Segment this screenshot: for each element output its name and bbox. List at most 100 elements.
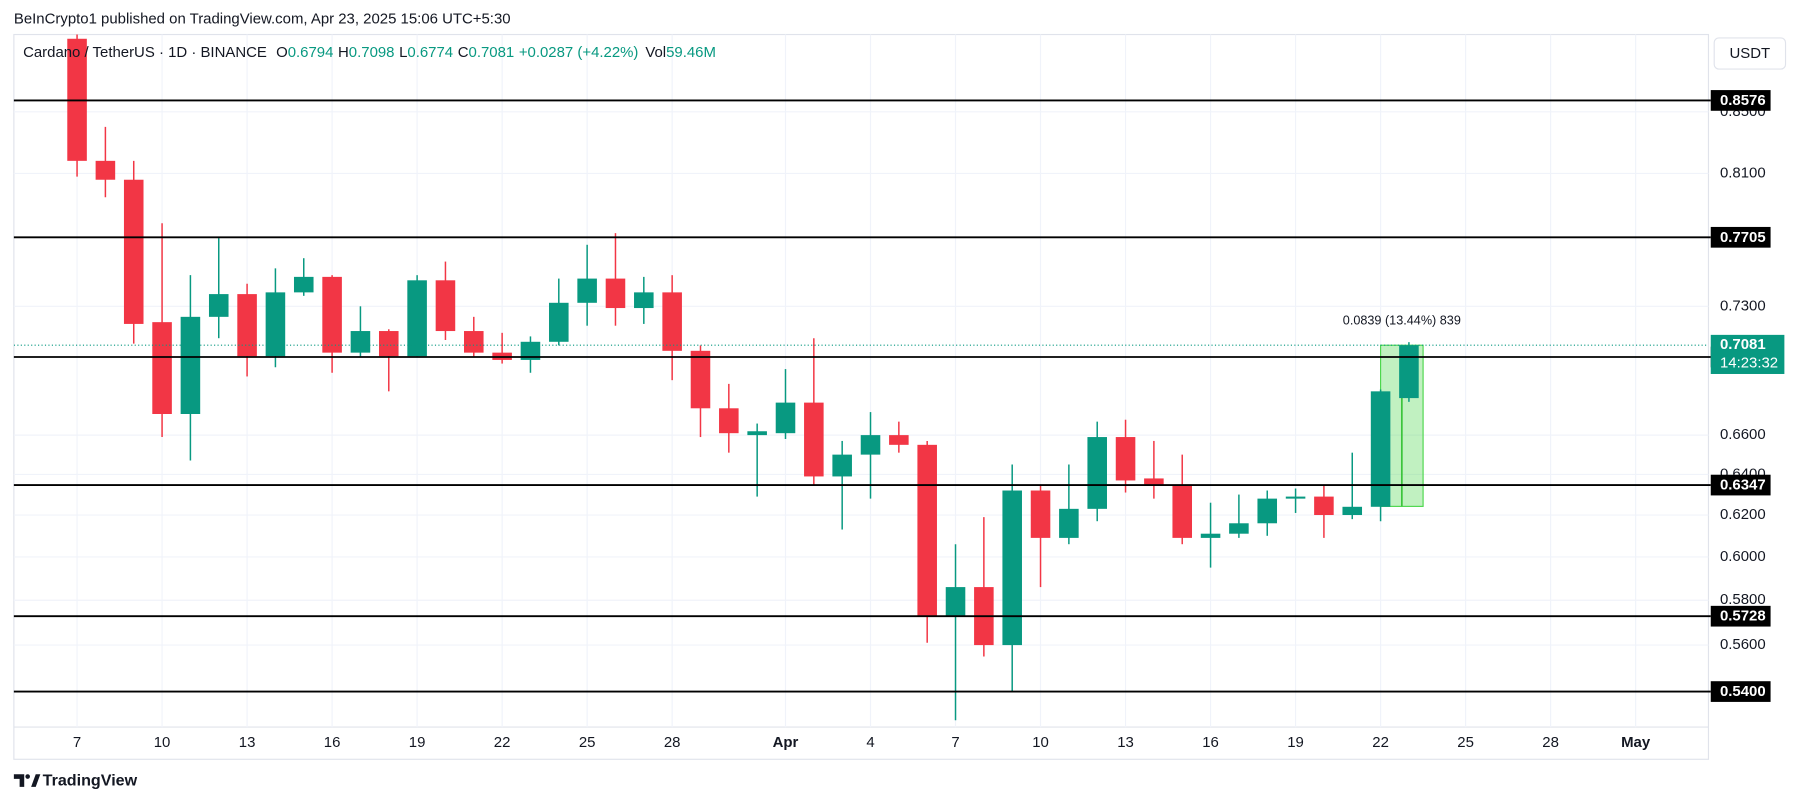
candle-body — [634, 292, 654, 309]
x-tick-label: Apr — [773, 734, 799, 751]
candle-body — [577, 278, 597, 303]
y-tick-label: 0.6600 — [1720, 426, 1766, 443]
x-tick-label: 25 — [1457, 734, 1474, 751]
candle-body — [1172, 484, 1193, 538]
level-label-box — [1710, 226, 1771, 248]
candle-body — [549, 302, 569, 342]
candle-body — [407, 280, 427, 357]
x-tick-label: 10 — [154, 734, 171, 751]
candle-body — [804, 402, 824, 477]
candle-body — [1229, 523, 1249, 534]
candle-body — [378, 331, 399, 357]
candle-body — [832, 454, 852, 477]
x-tick-label: 28 — [664, 734, 681, 751]
x-tick-label: 19 — [409, 734, 426, 751]
currency-button[interactable] — [1713, 37, 1787, 70]
countdown: 14:23:32 — [1720, 355, 1778, 372]
legend-item: C — [458, 44, 469, 61]
legend-item: +0.0287 (+4.22%) — [519, 44, 639, 61]
x-tick-label: 7 — [951, 734, 959, 751]
level-label: 0.7705 — [1720, 229, 1766, 246]
candle-body — [860, 435, 881, 455]
level-label: 0.6347 — [1720, 477, 1766, 494]
currency[interactable]: USDT — [1730, 45, 1771, 62]
candle-body — [1144, 478, 1164, 485]
pane-frame — [13, 33, 1710, 760]
candle-body — [1285, 496, 1306, 499]
level-label: 0.5728 — [1720, 608, 1766, 625]
x-tick-label: 22 — [494, 734, 511, 751]
x-tick-label: 28 — [1542, 734, 1559, 751]
legend-item: Vol — [645, 44, 666, 61]
level-label-box — [1710, 474, 1771, 496]
y-tick-label: 0.6200 — [1720, 506, 1766, 523]
candle-body — [1314, 496, 1334, 516]
legend-item: L — [399, 44, 407, 61]
level-label-box — [1710, 605, 1771, 627]
x-tick-label: 13 — [1117, 734, 1134, 751]
level-label-box — [1710, 681, 1771, 702]
candle-body — [719, 408, 739, 434]
y-tick-label: 0.6000 — [1720, 548, 1766, 565]
header: BeInCrypto1 published on TradingView.com… — [14, 11, 511, 28]
candle-body — [1115, 437, 1136, 481]
x-tick-label: 7 — [73, 734, 81, 751]
legend-item: 0.7081 — [469, 44, 515, 61]
candle-body — [1059, 508, 1079, 538]
candle-body — [350, 331, 371, 353]
candle-body — [945, 587, 966, 616]
y-tick-label: 0.5600 — [1720, 636, 1766, 653]
candle-body — [293, 276, 314, 293]
tradingview-logo — [13, 774, 41, 787]
candle-body — [322, 276, 342, 353]
legend-item: Cardano / TetherUS · 1D · BINANCE — [23, 44, 267, 61]
candle-body — [1030, 490, 1051, 538]
candle-body — [1342, 506, 1363, 516]
x-tick-label: 10 — [1032, 734, 1049, 751]
grid — [13, 34, 1709, 728]
x-tick-label: May — [1621, 734, 1651, 751]
legend-item: 0.6774 — [407, 44, 453, 61]
x-tick-label: 16 — [1202, 734, 1219, 751]
legend-item: 59.46M — [666, 44, 716, 61]
candle-body — [1087, 437, 1107, 509]
plot-area — [13, 34, 1709, 721]
legend-item: 0.7098 — [349, 44, 395, 61]
last-price-label: 0.7081 — [1720, 336, 1766, 353]
candle-body — [237, 294, 257, 357]
candle-body — [123, 179, 144, 324]
x-tick-label: 25 — [579, 734, 596, 751]
candle-body — [180, 316, 201, 414]
level-label: 0.5400 — [1720, 683, 1766, 700]
y-tick-label: 0.5800 — [1720, 591, 1766, 608]
candle-body — [889, 435, 909, 445]
level-label-box — [1710, 90, 1771, 111]
y-tick-label: 0.7300 — [1720, 297, 1766, 314]
candle-body — [464, 331, 484, 353]
candle-body — [690, 350, 711, 409]
candle-body — [95, 160, 116, 180]
candle-body — [775, 402, 796, 434]
candle-body — [1002, 490, 1022, 646]
candle-body — [917, 444, 937, 616]
candle-body — [662, 292, 682, 351]
candle-body — [265, 292, 286, 357]
candle-body — [747, 431, 767, 436]
measure-label: 0.0839 (13.44%) 839 — [1343, 313, 1461, 327]
candle-body — [1257, 498, 1278, 524]
candle-body — [152, 322, 172, 414]
candle-body — [208, 294, 229, 317]
candle-body — [605, 278, 626, 309]
legend-item: O — [276, 44, 288, 61]
x-tick-label: 4 — [866, 734, 874, 751]
candle-body — [1370, 391, 1391, 507]
candle-body — [1399, 345, 1419, 399]
x-tick-label: 19 — [1287, 734, 1304, 751]
legend-item: H — [338, 44, 349, 61]
candle-body — [520, 341, 541, 360]
x-tick-label: 16 — [324, 734, 341, 751]
legend-item: 0.6794 — [288, 44, 334, 61]
candle-body — [435, 280, 456, 332]
